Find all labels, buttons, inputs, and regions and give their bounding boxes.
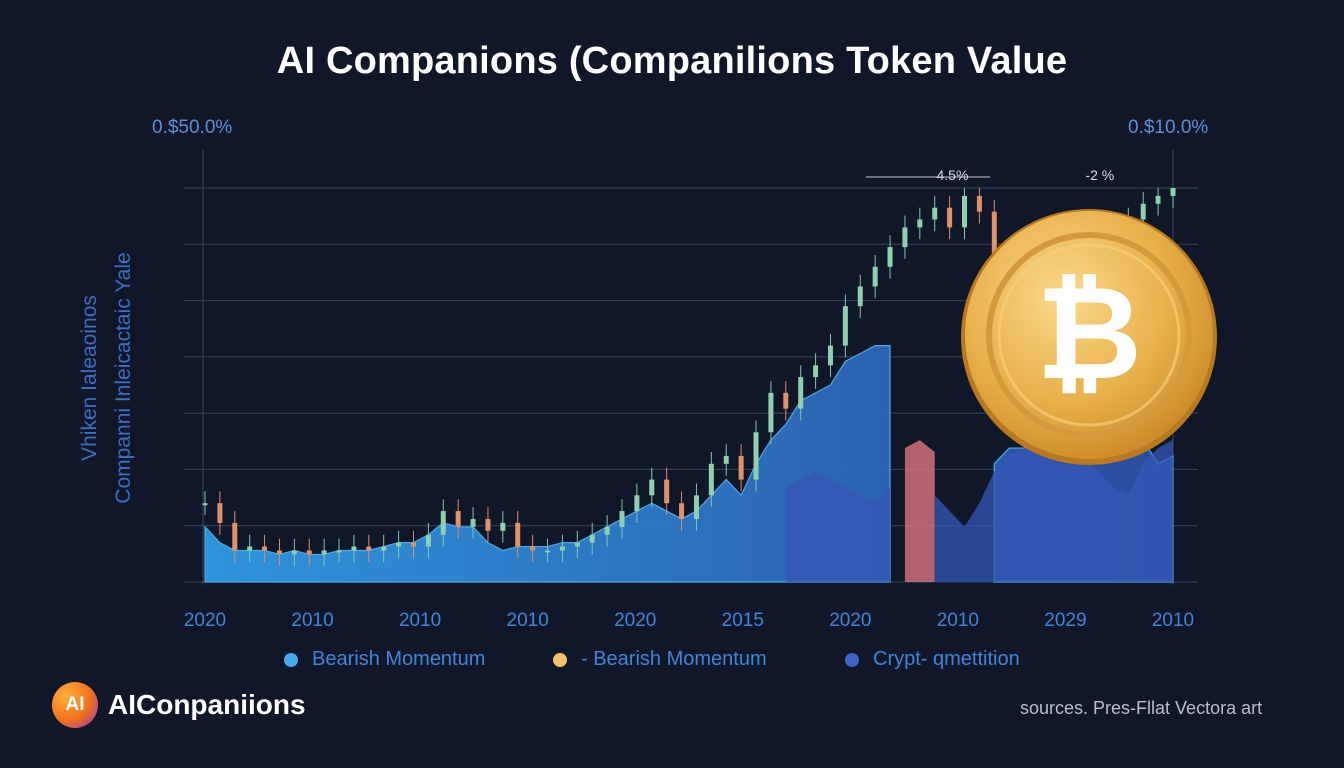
candle-body (321, 550, 327, 555)
candle-body (708, 463, 714, 496)
candle-body (753, 432, 759, 480)
candle-body (604, 526, 610, 535)
candle-body (1140, 203, 1146, 220)
x-tick-label: 2010 (1152, 610, 1194, 631)
candle-body (902, 227, 908, 248)
candle-body (1155, 195, 1161, 204)
candle-body (500, 522, 506, 531)
brand-logo-icon: AI (52, 682, 98, 728)
axis-top-right-label: 0.$10.0% (1128, 117, 1209, 138)
candle-body (783, 392, 789, 409)
candle-body (276, 550, 282, 555)
candle-body (515, 522, 521, 547)
bitcoin-coin-icon: ₿ (961, 209, 1217, 465)
legend-item-3: Crypt- qmettition (845, 648, 1020, 671)
area-series-2 (785, 440, 1173, 582)
candle-body (202, 503, 208, 506)
candle-body (872, 266, 878, 287)
candle-body (262, 546, 268, 551)
candle-body (396, 542, 402, 547)
annotation-label-1: 4.5% (937, 167, 969, 183)
x-tick-label: 2010 (399, 610, 441, 631)
candle-body (723, 455, 729, 464)
legend-dot-3 (845, 652, 859, 667)
candle-body (455, 511, 461, 527)
candle-body (827, 345, 833, 366)
candle-body (842, 306, 848, 346)
candle-body (291, 550, 297, 555)
candle-body (738, 455, 744, 480)
candle-body (1170, 188, 1176, 196)
candle-body (589, 534, 595, 543)
candle-body (634, 495, 640, 512)
x-tick-labels: 2020 2010 2010 2010 2020 2015 2020 2010 2029 2010 (184, 610, 1194, 631)
x-tick-label: 2010 (507, 610, 549, 631)
brand: AI AIConpaniions (52, 682, 306, 728)
candle-body (619, 511, 625, 527)
candle-body (649, 479, 655, 496)
legend-dot-1 (284, 652, 298, 667)
legend-label-2: - Bearish Momentum (581, 648, 767, 670)
candle-body (887, 247, 893, 267)
legend: Bearish Momentum - Bearish Momentum Cryp… (0, 648, 1344, 676)
candle-body (306, 550, 312, 555)
candle-body (559, 546, 565, 551)
candle-body (366, 546, 372, 551)
candle-body (232, 522, 238, 551)
candle-body (857, 286, 863, 307)
candle-body (932, 207, 938, 220)
candle-body (351, 546, 357, 551)
x-tick-label: 2015 (722, 610, 764, 631)
candle-body (664, 479, 670, 504)
candle-body (574, 542, 580, 547)
legend-label-1: Bearish Momentum (312, 648, 486, 670)
source-credit: sources. Pres-Fllat Vectora art (1020, 698, 1263, 718)
candle-body (217, 503, 223, 523)
highlight-region (904, 440, 935, 582)
candle-body (485, 518, 491, 531)
axis-top-left-label: 0.$50.0% (152, 117, 233, 138)
candle-body (440, 511, 446, 535)
annotation-label-2: -2 % (1085, 167, 1114, 183)
candle-body (768, 392, 774, 433)
legend-item-2: - Bearish Momentum (553, 648, 767, 671)
candle-body (962, 195, 968, 228)
x-tick-label: 2010 (937, 610, 979, 631)
legend-label-3: Crypt- qmettition (873, 648, 1020, 670)
x-tick-label: 2020 (614, 610, 656, 631)
legend-item-1: Bearish Momentum (284, 648, 485, 671)
chart-title: AI Companions (Companilions Token Value (276, 40, 1068, 82)
annotations: 4.5% -2 % (866, 167, 1114, 183)
x-tick-label: 2020 (829, 610, 871, 631)
candle-body (381, 546, 387, 551)
candle-body (798, 377, 804, 409)
candle-body (813, 365, 819, 378)
candle-body (693, 495, 699, 519)
candle-body (247, 546, 253, 551)
candle-body (470, 518, 476, 527)
candle-body (917, 219, 923, 228)
legend-dot-2 (553, 652, 567, 667)
bitcoin-glyph: ₿ (1036, 257, 1142, 409)
x-tick-label: 2029 (1044, 610, 1086, 631)
candle-body (530, 546, 536, 551)
candle-body (545, 550, 551, 553)
candle-body (336, 550, 342, 553)
candle-body (976, 195, 982, 212)
candle-body (991, 211, 997, 267)
candle-body (679, 503, 685, 519)
candle-body (425, 534, 431, 547)
candle-body (410, 542, 416, 547)
brand-name: AIConpaniions (108, 689, 306, 720)
x-tick-label: 2010 (291, 610, 333, 631)
candle-body (947, 207, 953, 228)
x-tick-label: 2020 (184, 610, 226, 631)
